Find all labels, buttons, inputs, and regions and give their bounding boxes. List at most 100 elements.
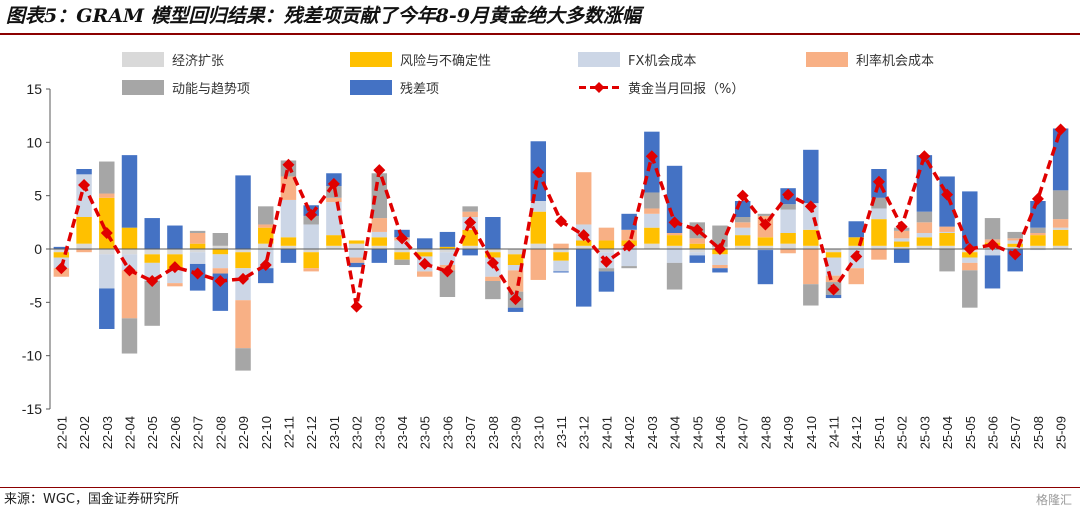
x-tick-label: 23-04 xyxy=(395,416,410,449)
bar-fx xyxy=(962,257,978,263)
bar-rate xyxy=(871,249,887,260)
bar-econ xyxy=(780,243,796,249)
point-gold-return xyxy=(259,259,272,271)
bar-residual xyxy=(803,149,819,204)
bar-momentum xyxy=(144,281,160,326)
bar-econ xyxy=(893,246,910,249)
bar-residual xyxy=(916,155,933,212)
point-gold-return xyxy=(782,188,795,201)
bar-rate xyxy=(326,197,342,203)
bar-rate xyxy=(780,249,796,254)
bar-momentum xyxy=(757,213,774,216)
source-note: 来源：WGC，国金证券研究所 xyxy=(4,492,180,507)
bar-rate xyxy=(280,176,297,200)
y-tick-label: -15 xyxy=(22,401,42,417)
point-gold-return xyxy=(486,256,499,269)
bar-risk xyxy=(235,252,251,269)
bar-rate xyxy=(621,229,637,241)
bar-risk xyxy=(348,240,365,244)
legend-label-risk: 风险与不确定性 xyxy=(400,53,492,69)
bar-residual xyxy=(439,231,456,247)
x-tick-label: 22-03 xyxy=(100,416,115,449)
legend: 经济扩张 风险与不确定性 FX机会成本 利率机会成本 动能与趋势项 残差项 黄金… xyxy=(0,44,1080,104)
bar-risk xyxy=(326,235,342,246)
x-tick-label: 23-03 xyxy=(372,416,387,449)
point-gold-return xyxy=(895,220,908,233)
bar-econ xyxy=(803,245,819,249)
bar-econ xyxy=(485,249,501,253)
bar-econ xyxy=(76,243,92,249)
point-gold-return xyxy=(373,164,386,177)
bar-residual xyxy=(280,249,297,263)
point-gold-return xyxy=(441,265,454,278)
bar-risk xyxy=(189,243,206,249)
bar-econ xyxy=(1007,246,1023,249)
bar-risk xyxy=(394,252,410,260)
bar-econ xyxy=(871,245,887,249)
x-tick-label: 23-08 xyxy=(486,416,501,449)
bar-residual xyxy=(167,225,183,249)
x-tick-label: 25-01 xyxy=(872,416,887,449)
bar-risk xyxy=(212,249,229,255)
bar-residual xyxy=(144,218,160,249)
bar-fx xyxy=(303,224,319,249)
bar-econ xyxy=(575,245,592,249)
y-tick-label: 10 xyxy=(26,134,42,150)
bar-momentum xyxy=(666,262,683,290)
point-gold-return xyxy=(1054,123,1067,136)
bar-residual xyxy=(621,213,637,230)
bar-fx xyxy=(757,249,774,251)
bar-rate xyxy=(825,275,842,283)
x-tick-label: 24-12 xyxy=(849,416,864,449)
bar-rate xyxy=(553,243,569,249)
bar-rate xyxy=(485,276,501,281)
bar-residual xyxy=(598,271,615,292)
bar-rate xyxy=(462,211,478,217)
legend-item-rate: 利率机会成本 xyxy=(806,49,934,69)
bar-risk xyxy=(893,241,910,247)
bar-risk xyxy=(916,237,933,246)
legend-item-risk: 风险与不确定性 xyxy=(350,49,491,69)
bar-risk xyxy=(76,217,92,244)
bar-econ xyxy=(689,249,705,253)
bar-momentum xyxy=(189,230,206,233)
bar-residual xyxy=(121,155,138,228)
bar-residual xyxy=(848,221,864,238)
x-tick-label: 24-03 xyxy=(645,416,660,449)
y-tick-label: -5 xyxy=(30,294,43,310)
legend-item-econ: 经济扩张 xyxy=(122,49,224,69)
bar-econ xyxy=(144,249,160,255)
bar-econ xyxy=(394,249,410,253)
point-gold-return xyxy=(827,283,840,296)
bar-fx xyxy=(893,238,910,242)
bar-risk xyxy=(439,246,456,249)
x-tick-label: 24-09 xyxy=(781,416,796,449)
bar-econ xyxy=(825,249,842,253)
bar-fx xyxy=(348,249,365,258)
bar-fx xyxy=(167,270,183,284)
bar-risk xyxy=(462,229,478,246)
legend-swatch-fx xyxy=(578,51,620,67)
bar-risk xyxy=(121,227,138,249)
bar-residual xyxy=(553,271,569,273)
footer-divider xyxy=(0,487,1080,488)
point-gold-return xyxy=(327,177,340,190)
bar-momentum xyxy=(439,270,456,297)
x-tick-label: 23-06 xyxy=(440,416,455,449)
bar-fx xyxy=(871,208,887,220)
bar-risk xyxy=(871,219,887,246)
x-tick-label: 25-04 xyxy=(940,416,955,449)
bar-rate xyxy=(598,227,615,241)
watermark: 格隆汇 xyxy=(1035,493,1072,507)
bar-momentum xyxy=(962,270,978,308)
y-tick-label: 0 xyxy=(34,241,42,257)
bar-risk xyxy=(507,254,524,265)
x-tick-label: 22-12 xyxy=(304,416,319,449)
bar-econ xyxy=(644,243,660,249)
bar-fx xyxy=(1030,249,1046,251)
bar-risk xyxy=(280,237,297,246)
bar-risk xyxy=(553,252,569,261)
bar-residual xyxy=(76,169,92,175)
bar-econ xyxy=(189,249,206,253)
point-gold-return xyxy=(600,255,613,268)
